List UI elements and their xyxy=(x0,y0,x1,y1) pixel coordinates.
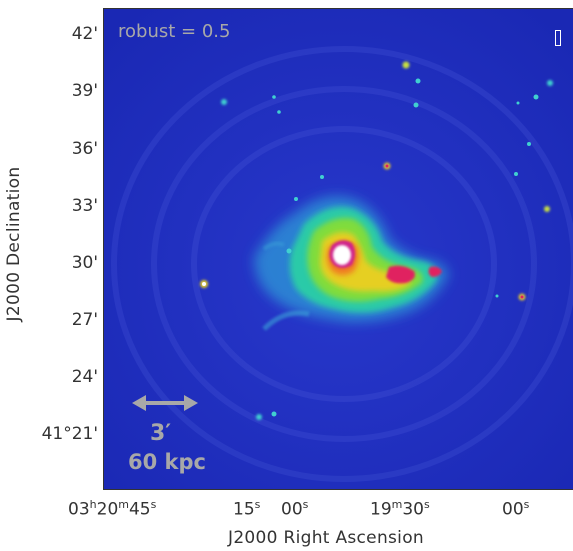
x-tick-label-2: 00s xyxy=(281,498,308,520)
y-tick-label: 27' xyxy=(28,310,98,330)
y-axis-title: J2000 Declination xyxy=(4,164,24,324)
scale-physical-label: 60 kpc xyxy=(128,450,206,474)
y-tick-label: 39' xyxy=(28,81,98,101)
y-tick-label: 33' xyxy=(28,196,98,216)
y-tick-label: 36' xyxy=(28,139,98,159)
x-tick-label-3: 19m30s xyxy=(370,498,430,520)
y-tick-label: 41°21' xyxy=(28,424,98,444)
radio-map-panel: robust = 0.5 3′ 60 kpc xyxy=(103,8,573,490)
x-tick-label-0: 03h20m45s xyxy=(68,498,156,520)
x-tick-label-1: 15s xyxy=(233,498,260,520)
y-tick-label: 24' xyxy=(28,367,98,387)
scale-bar xyxy=(104,9,573,489)
y-tick-label: 30' xyxy=(28,253,98,273)
x-tick-label-4: 00s xyxy=(502,498,529,520)
x-axis-title: J2000 Right Ascension xyxy=(228,528,424,548)
scale-angular-label: 3′ xyxy=(150,421,171,446)
y-tick-label: 42' xyxy=(28,24,98,44)
